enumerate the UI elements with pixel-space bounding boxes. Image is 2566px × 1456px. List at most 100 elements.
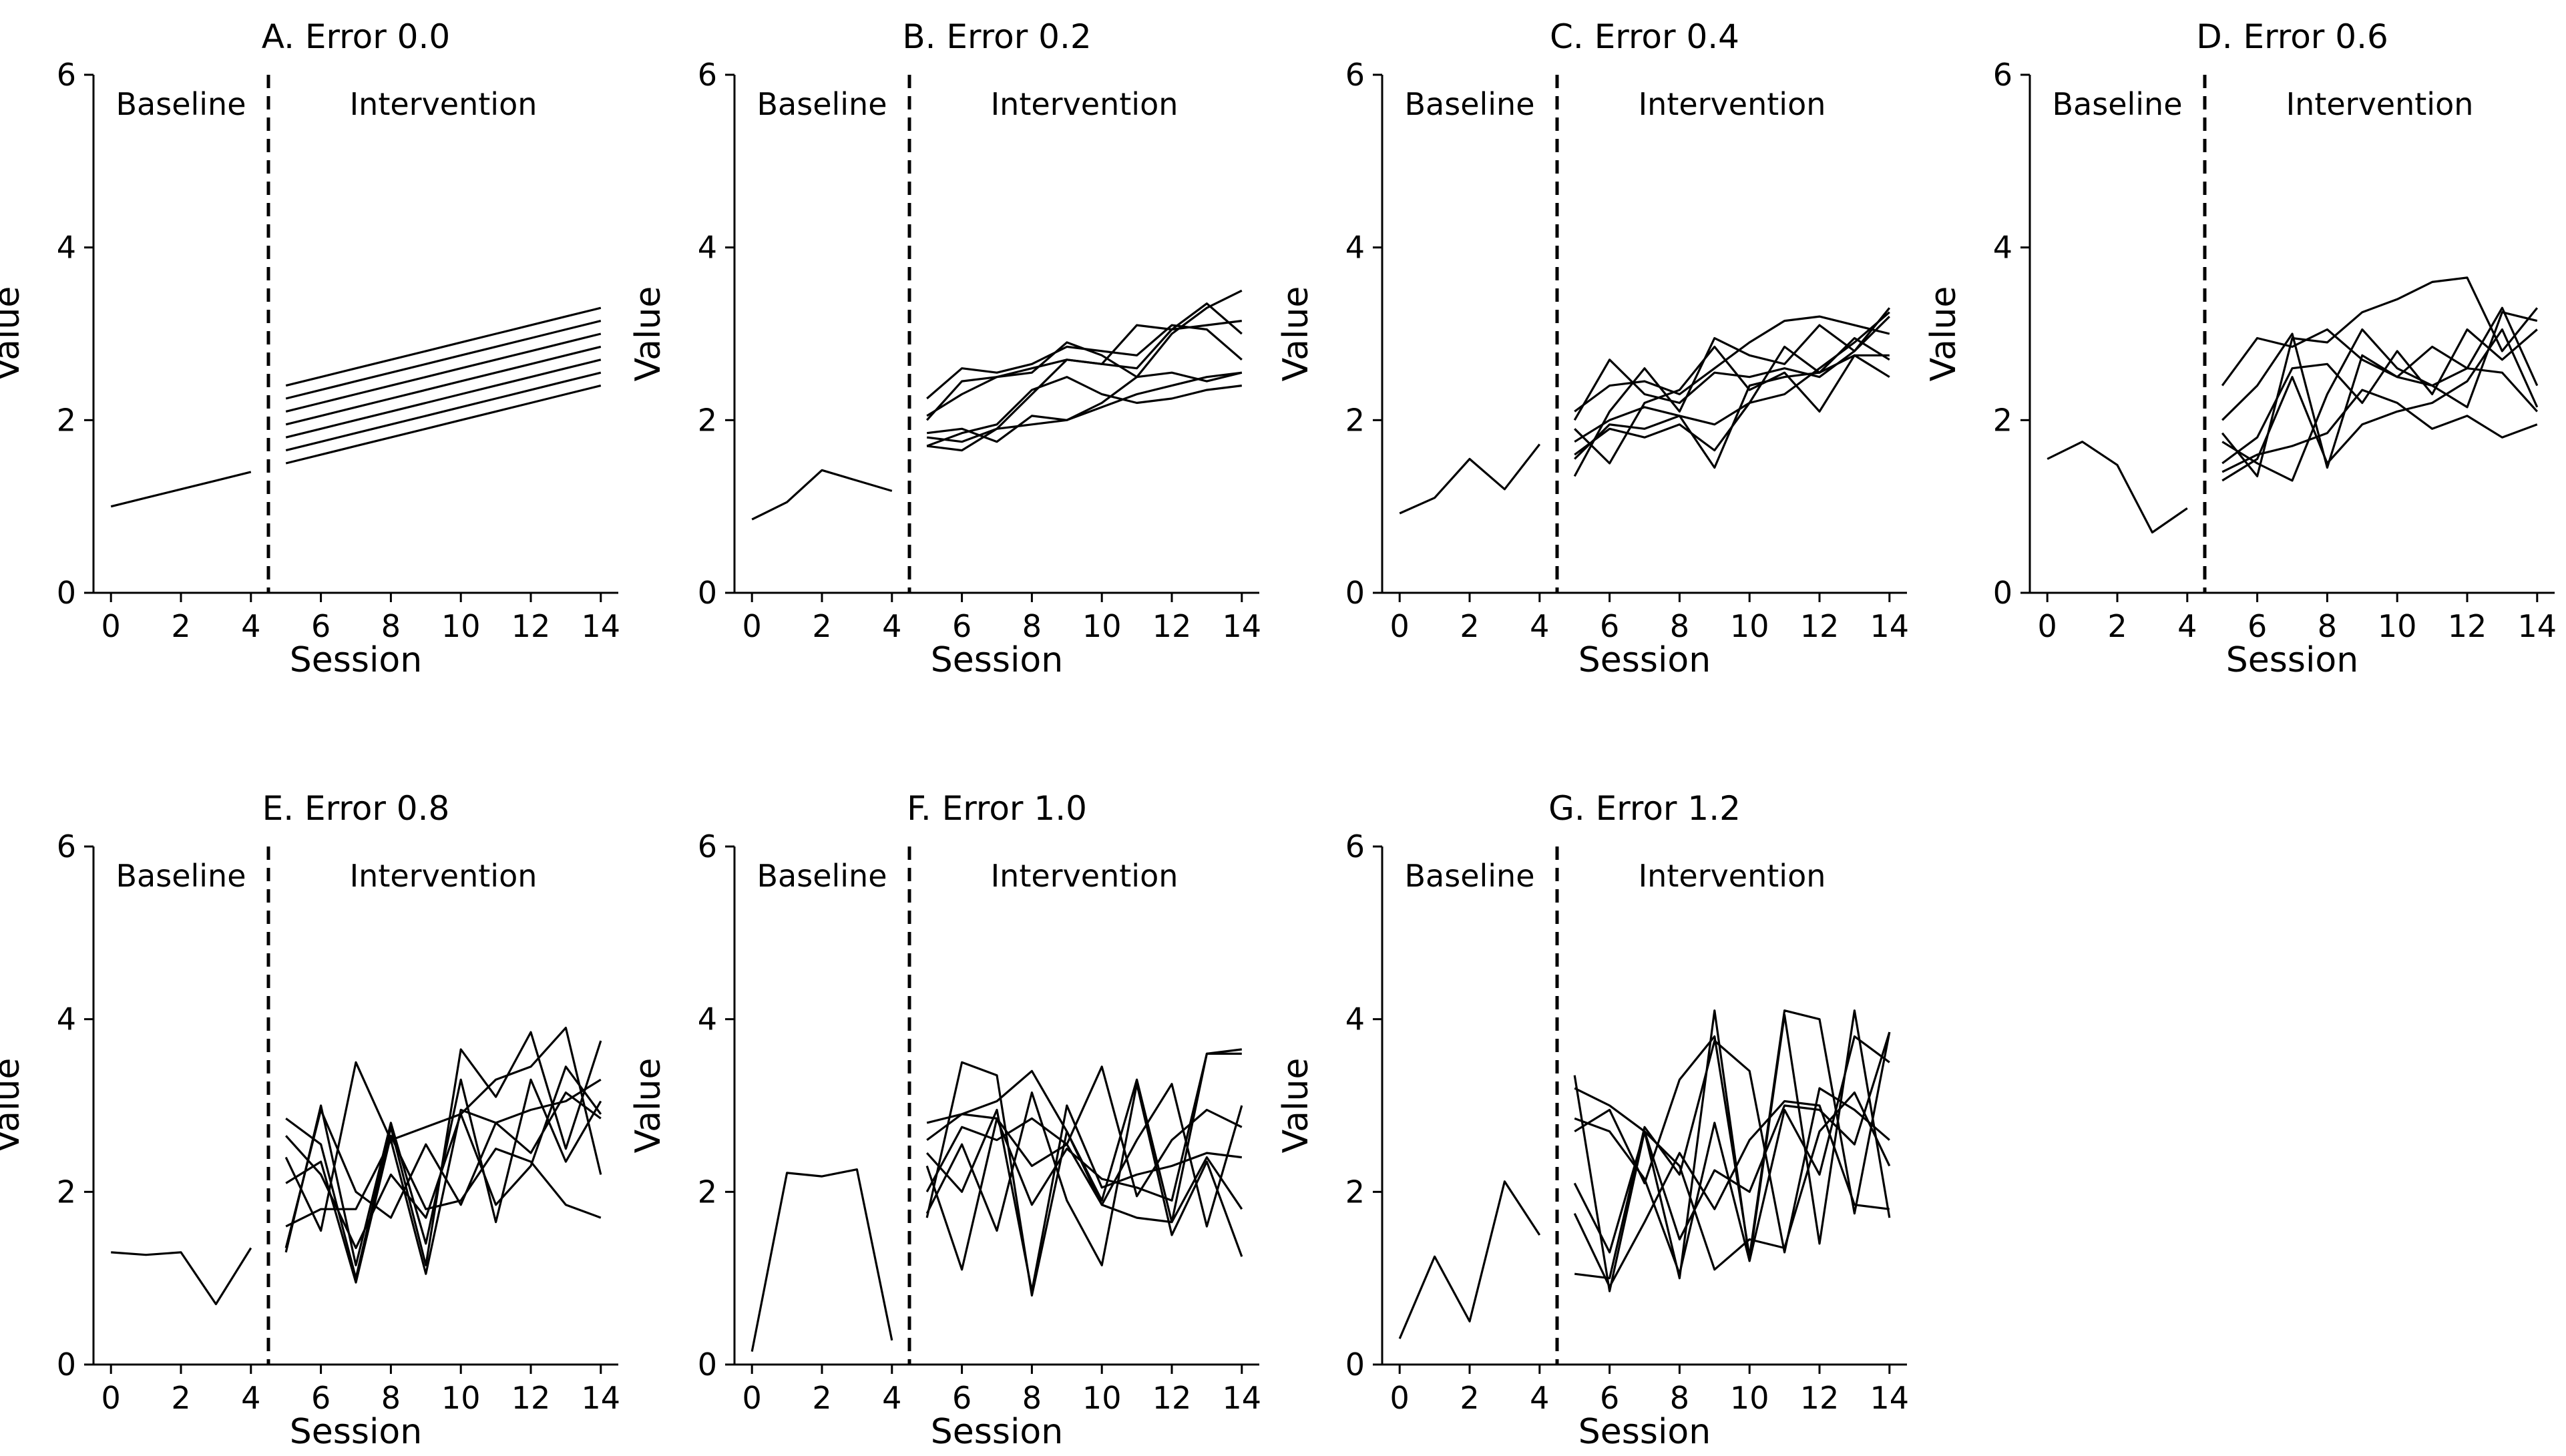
x-axis-label: Session [931,1412,1063,1452]
x-tick-label: 8 [1670,1380,1689,1416]
x-tick-label: 0 [1390,608,1410,644]
x-tick-label: 14 [1223,608,1262,644]
y-tick-label: 6 [698,57,717,93]
y-axis-label: Value [628,1058,668,1154]
phase-label-baseline: Baseline [757,858,887,894]
y-tick-label: 2 [57,1174,76,1210]
x-axis-label: Session [931,640,1063,680]
x-tick-label: 10 [441,608,481,644]
x-tick-label: 4 [882,1380,901,1416]
intervention-series-line [1574,345,1890,465]
y-tick-label: 6 [57,828,76,865]
intervention-series-line [1574,336,1890,469]
phase-label-baseline: Baseline [1404,86,1534,122]
x-tick-label: 6 [1600,608,1619,644]
intervention-series-line [927,371,1242,443]
intervention-series-line [285,1065,602,1250]
phase-label-baseline: Baseline [1404,858,1534,894]
baseline-series-line [751,1168,893,1352]
x-tick-label: 12 [1800,608,1840,644]
x-tick-label: 2 [1460,608,1479,644]
x-axis-label: Session [1578,1412,1711,1452]
chart-panel: F. Error 1.00 2 4 6 8 10 12 140246SessionValueB… [628,789,1261,1452]
y-tick-label: 0 [1345,575,1365,611]
phase-label-baseline: Baseline [116,86,246,122]
intervention-series-line [284,1078,602,1266]
intervention-series-line [2221,306,2539,387]
y-axis-label: Value [1276,286,1316,382]
y-axis-label: Value [1276,1058,1316,1154]
y-tick-label: 2 [1345,402,1365,438]
phase-label-intervention: Intervention [350,86,538,122]
x-tick-label: 10 [1082,1380,1122,1416]
x-tick-label: 2 [171,608,190,644]
x-tick-label: 14 [582,1380,621,1416]
x-tick-label: 4 [241,608,260,644]
baseline-series-line [1399,443,1541,515]
y-tick-label: 2 [57,402,76,438]
phase-label-intervention: Intervention [991,86,1179,122]
x-axis-label: Session [2226,640,2358,680]
x-tick-label: 4 [241,1380,260,1416]
x-tick-label: 14 [582,608,621,644]
x-tick-label: 12 [1152,608,1192,644]
chart-panel: A. Error 0.00 2 4 6 8 10 12 140246SessionValueB… [0,17,620,680]
x-tick-label: 2 [1460,1380,1479,1416]
intervention-series-line [926,1104,1242,1292]
phase-label-intervention: Intervention [1639,858,1826,894]
baseline-series-line [110,471,252,508]
x-tick-label: 0 [101,608,121,644]
intervention-series-line [1574,345,1890,456]
chart-panel: G. Error 1.20 2 4 6 8 10 12 140246SessionValueB… [1276,789,1909,1452]
intervention-series-line [284,1026,602,1232]
y-tick-label: 2 [1993,402,2012,438]
x-tick-label: 12 [1152,1380,1192,1416]
chart-title: E. Error 0.8 [262,789,450,828]
y-tick-label: 0 [57,575,76,611]
y-tick-label: 6 [1345,57,1365,93]
chart-title: F. Error 1.0 [907,789,1087,828]
x-tick-label: 4 [2177,608,2197,644]
y-tick-label: 0 [698,575,717,611]
y-tick-label: 4 [1993,230,2012,266]
intervention-series-line [285,358,602,439]
x-tick-label: 0 [742,1380,762,1416]
chart-title: C. Error 0.4 [1550,17,1739,56]
y-tick-label: 4 [57,230,76,266]
baseline-series-line [111,1247,252,1306]
phase-label-intervention: Intervention [350,858,538,894]
intervention-series-line [925,1083,1243,1266]
y-tick-label: 0 [1345,1347,1365,1383]
intervention-series-line [926,376,1242,447]
x-tick-label: 2 [812,1380,831,1416]
x-tick-label: 12 [1800,1380,1840,1416]
x-tick-label: 12 [511,608,551,644]
y-tick-label: 6 [1993,57,2012,93]
x-tick-label: 6 [311,1380,331,1416]
intervention-series-line [2221,328,2539,482]
x-tick-label: 0 [2038,608,2057,644]
x-tick-label: 2 [171,1380,190,1416]
y-tick-label: 4 [1345,230,1365,266]
intervention-series-line [285,385,602,465]
x-tick-label: 12 [511,1380,551,1416]
intervention-series-line [1574,311,1890,443]
x-tick-label: 6 [1600,1380,1619,1416]
x-axis-label: Session [1578,640,1711,680]
x-tick-label: 12 [2448,608,2487,644]
intervention-series-line [926,341,1243,421]
y-tick-label: 2 [698,402,717,438]
chart-panel: B. Error 0.20 2 4 6 8 10 12 140246SessionValueB… [628,17,1261,680]
intervention-series-line [2221,389,2538,473]
y-axis-label: Value [0,1058,27,1154]
chart-panel: E. Error 0.80 2 4 6 8 10 12 140246SessionValueB… [0,789,620,1452]
intervention-series-line [285,1134,602,1284]
x-tick-label: 10 [1730,608,1769,644]
intervention-series-line [925,1048,1242,1271]
intervention-series-line [1573,307,1891,477]
x-tick-label: 8 [1022,1380,1042,1416]
phase-label-baseline: Baseline [116,858,246,894]
chart-panel: C. Error 0.40 2 4 6 8 10 12 140246SessionValueB… [1276,17,1909,680]
x-tick-label: 2 [812,608,831,644]
